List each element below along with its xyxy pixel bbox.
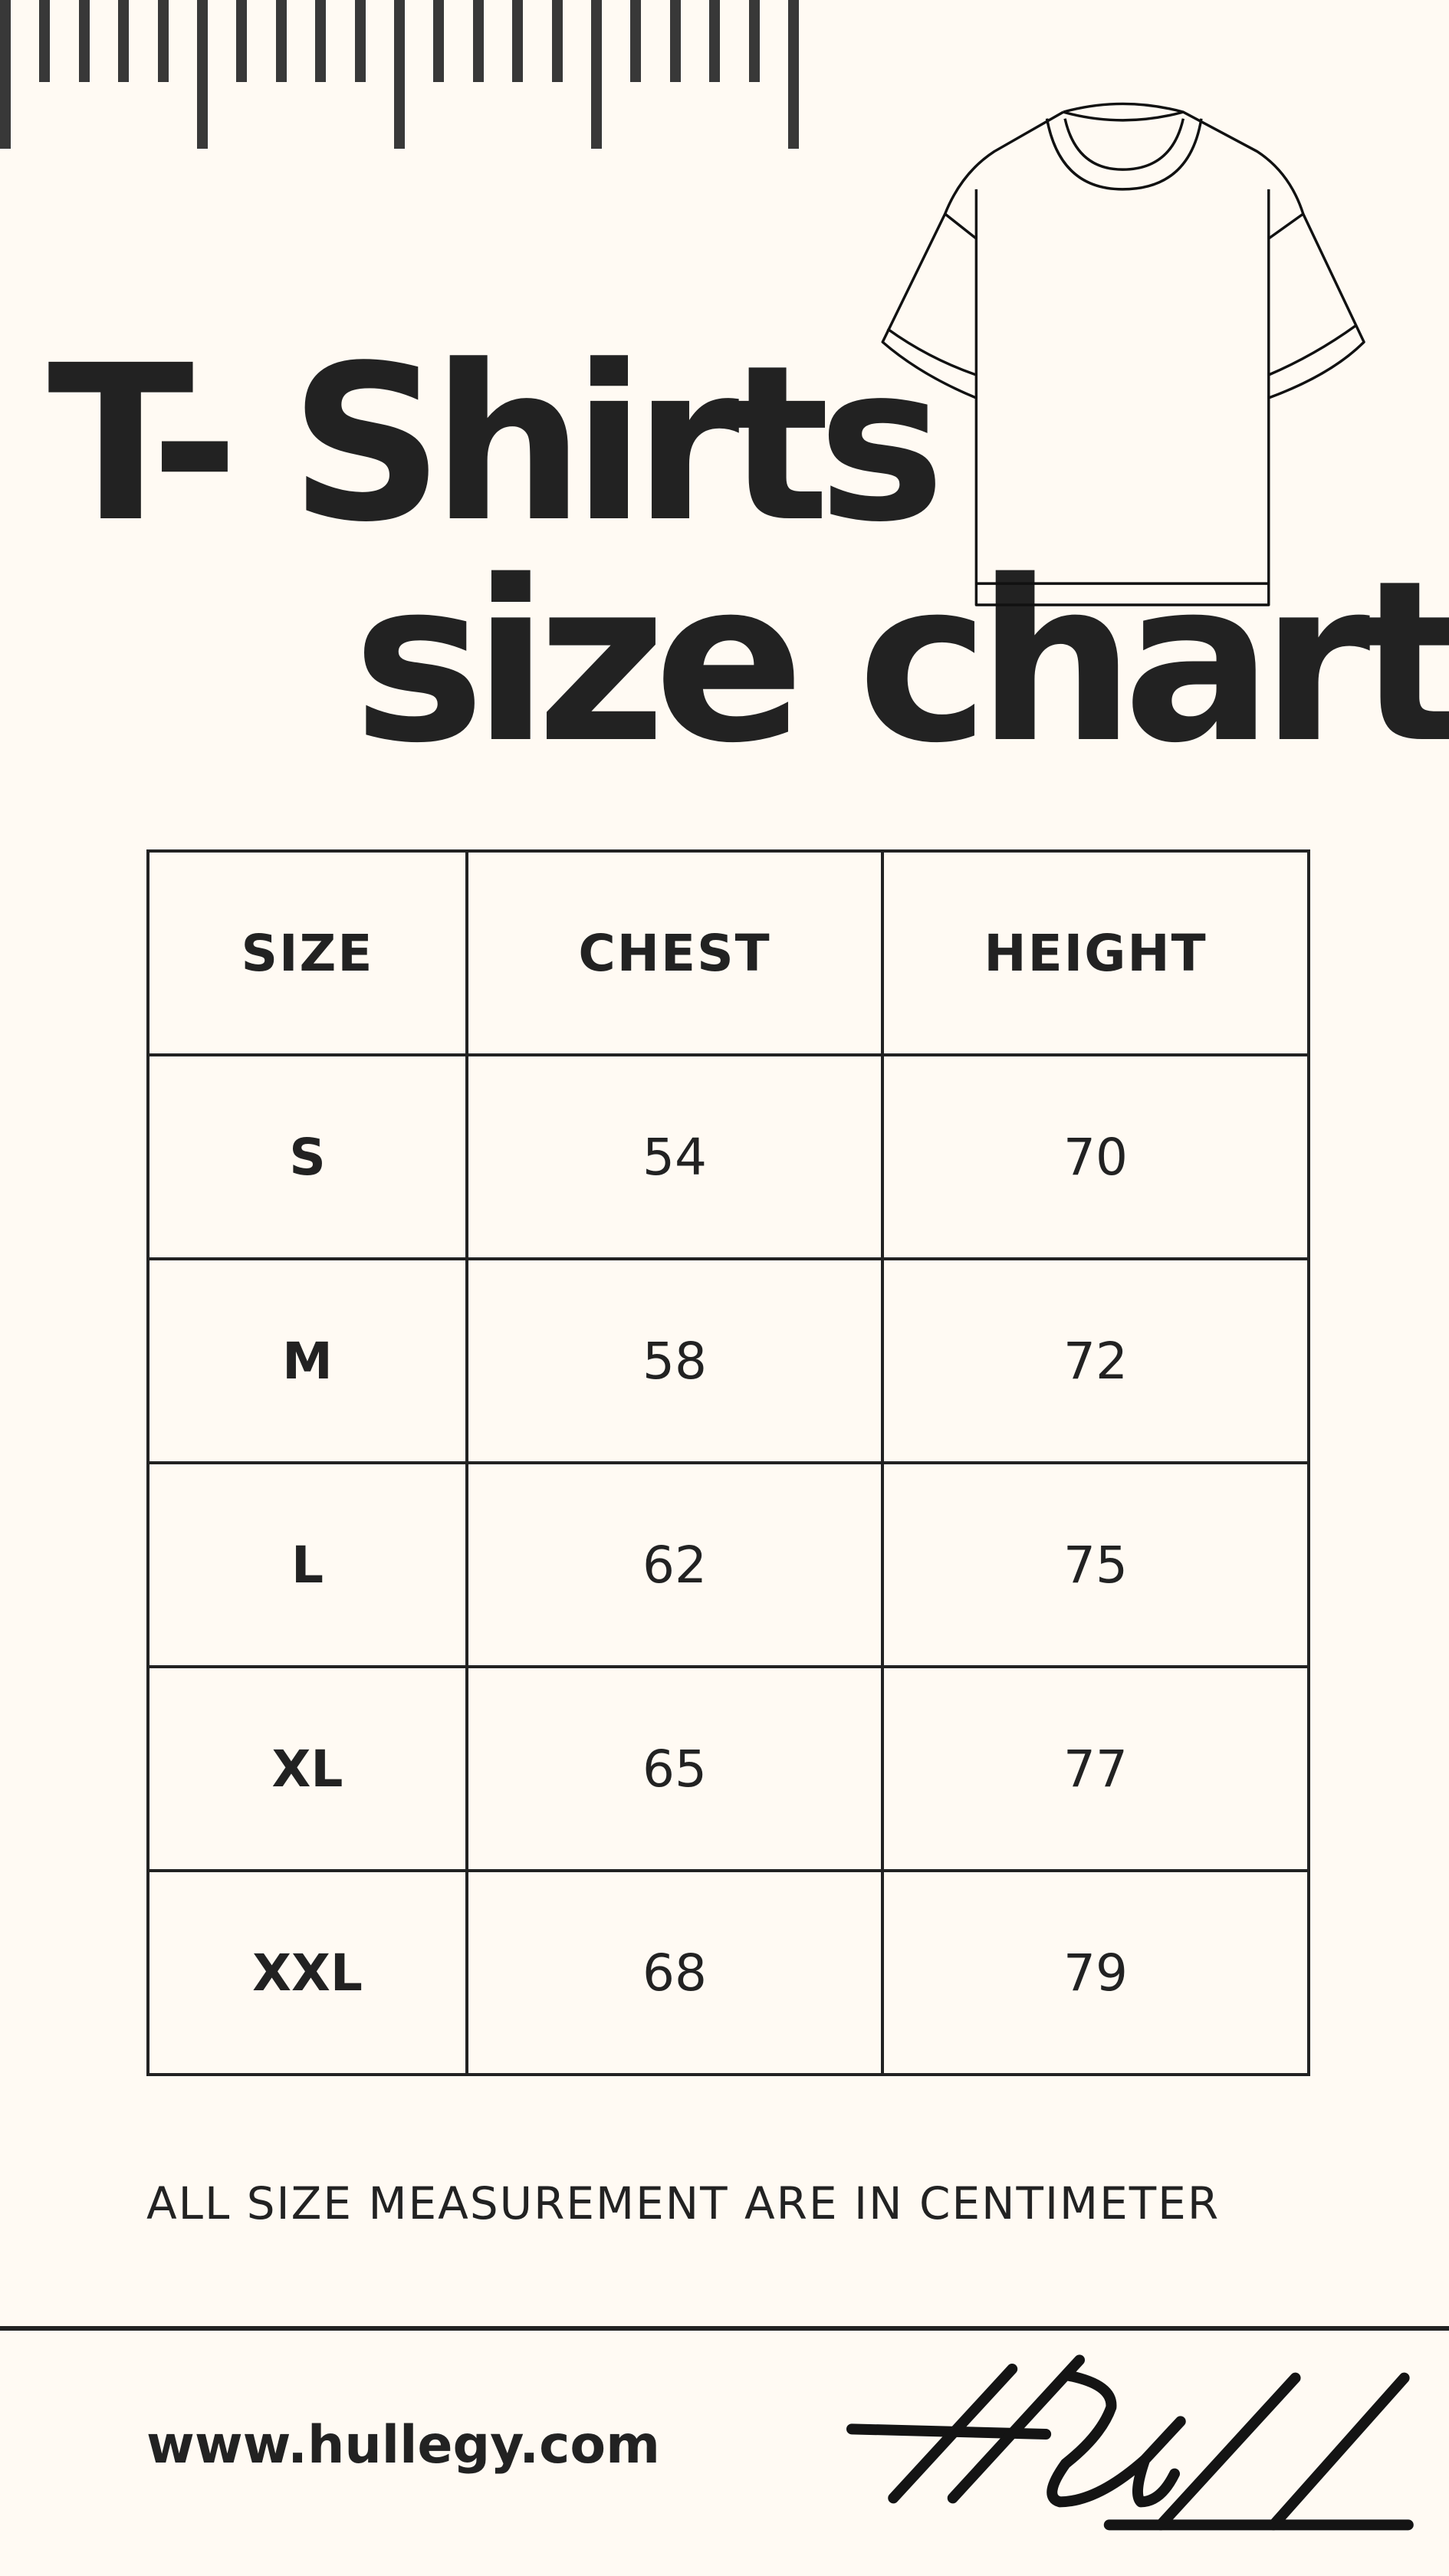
ruler-minor-tick	[157, 0, 169, 82]
ruler-minor-tick	[472, 0, 484, 82]
ruler-major-tick	[197, 0, 208, 149]
size-cell: M	[146, 1257, 468, 1464]
height-cell: 70	[881, 1053, 1310, 1260]
footer-divider	[0, 2326, 1449, 2331]
ruler-minor-tick	[512, 0, 524, 82]
size-cell: S	[146, 1053, 468, 1260]
chest-cell: 68	[465, 1869, 884, 2076]
header-size: SIZE	[146, 849, 468, 1056]
signature-logo	[828, 2300, 1449, 2561]
ruler-minor-tick	[433, 0, 445, 82]
t-shirt-icon	[881, 102, 1365, 606]
height-cell: 79	[881, 1869, 1310, 2076]
ruler-minor-tick	[354, 0, 366, 82]
height-cell: 77	[881, 1665, 1310, 1872]
ruler-minor-tick	[709, 0, 721, 82]
ruler-minor-tick	[551, 0, 563, 82]
ruler-decoration	[0, 0, 843, 153]
height-cell: 72	[881, 1257, 1310, 1464]
ruler-major-tick	[788, 0, 799, 149]
page-title-line-1: T- Shirts	[48, 320, 945, 570]
ruler-major-tick	[394, 0, 405, 149]
table-row: S 54 70	[146, 1053, 1310, 1260]
chest-cell: 62	[465, 1461, 884, 1668]
header-height: HEIGHT	[881, 849, 1310, 1056]
table-row: XL 65 77	[146, 1665, 1310, 1872]
ruler-minor-tick	[236, 0, 248, 82]
chest-cell: 58	[465, 1257, 884, 1464]
header-chest: CHEST	[465, 849, 884, 1056]
size-cell: XL	[146, 1665, 468, 1872]
ruler-minor-tick	[275, 0, 287, 82]
size-cell: XXL	[146, 1869, 468, 2076]
ruler-major-tick	[0, 0, 11, 149]
table-row: XXL 68 79	[146, 1869, 1310, 2076]
ruler-minor-tick	[748, 0, 760, 82]
table-row: L 62 75	[146, 1461, 1310, 1668]
page-title-line-2: size chart	[353, 534, 1449, 792]
table-header-row: SIZE CHEST HEIGHT	[146, 849, 1310, 1056]
ruler-minor-tick	[78, 0, 90, 82]
ruler-minor-tick	[118, 0, 130, 82]
ruler-minor-tick	[315, 0, 327, 82]
ruler-minor-tick	[39, 0, 51, 82]
chest-cell: 65	[465, 1665, 884, 1872]
chest-cell: 54	[465, 1053, 884, 1260]
table-row: M 58 72	[146, 1257, 1310, 1464]
ruler-major-tick	[591, 0, 602, 149]
size-table: SIZE CHEST HEIGHT S 54 70 M 58 72 L 62 75 XL 65 77 X…	[146, 849, 1310, 2076]
measurement-note: ALL SIZE MEASUREMENT ARE IN CENTIMETER	[146, 2177, 1221, 2229]
ruler-minor-tick	[669, 0, 681, 82]
height-cell: 75	[881, 1461, 1310, 1668]
website-url[interactable]: www.hullegy.com	[146, 2415, 660, 2476]
ruler-minor-tick	[630, 0, 642, 82]
size-cell: L	[146, 1461, 468, 1668]
